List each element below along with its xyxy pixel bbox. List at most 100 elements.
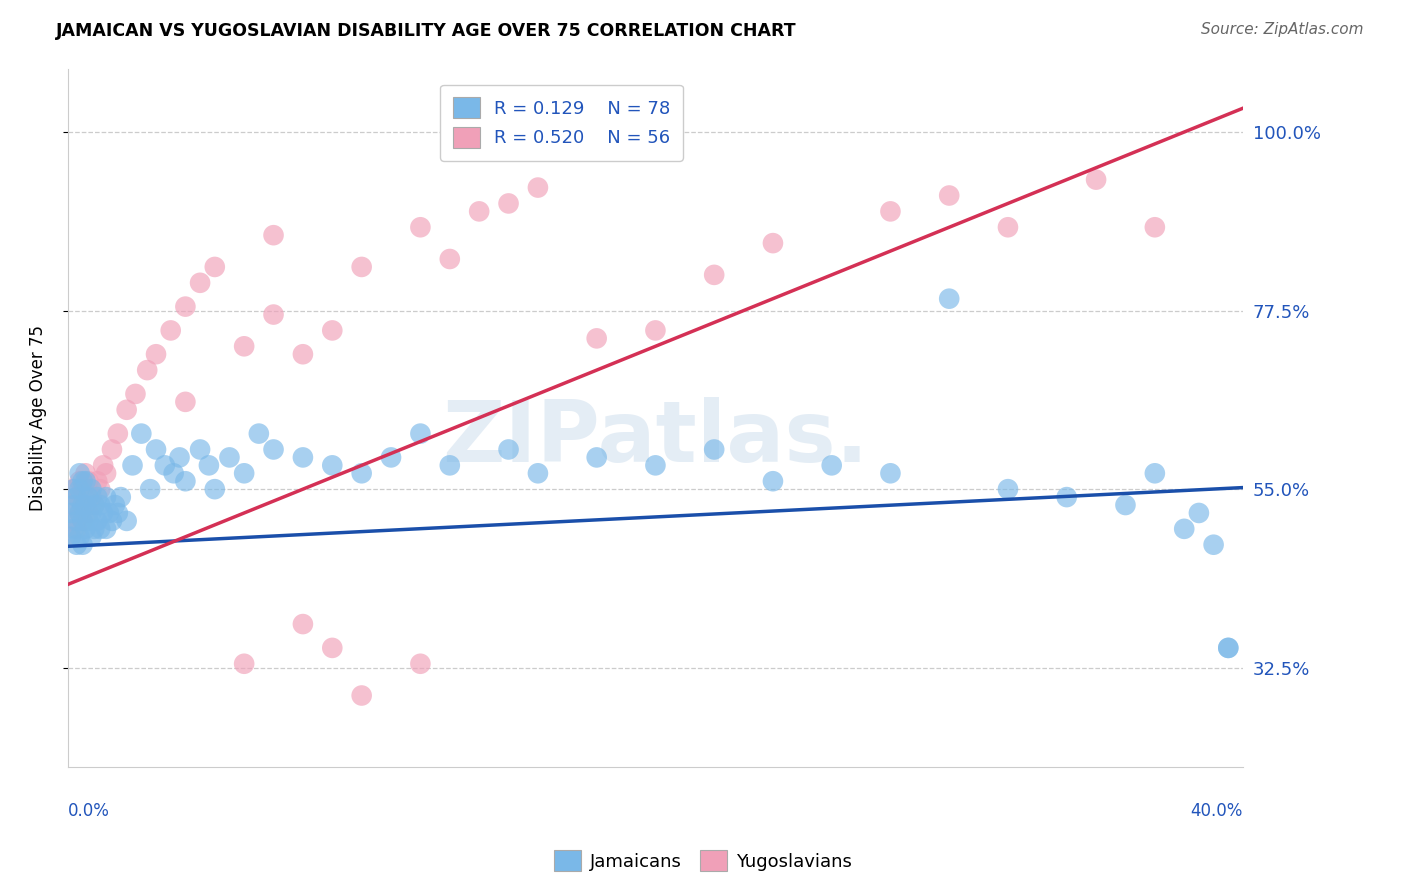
Point <box>66 490 89 504</box>
Point <box>174 300 197 314</box>
Point <box>644 323 666 337</box>
Point <box>159 323 181 337</box>
Point <box>75 522 97 536</box>
Point <box>83 498 105 512</box>
Point <box>69 467 91 481</box>
Point <box>439 458 461 473</box>
Point <box>83 522 105 536</box>
Point <box>91 458 114 473</box>
Point <box>938 292 960 306</box>
Point <box>291 450 314 465</box>
Point <box>527 467 550 481</box>
Point <box>174 474 197 488</box>
Point <box>498 442 520 457</box>
Point <box>69 482 91 496</box>
Point <box>86 490 108 504</box>
Point <box>104 498 127 512</box>
Point <box>89 522 111 536</box>
Point <box>169 450 191 465</box>
Point <box>291 617 314 632</box>
Point <box>997 482 1019 496</box>
Point <box>77 514 100 528</box>
Point <box>69 474 91 488</box>
Point <box>204 482 226 496</box>
Point <box>198 458 221 473</box>
Point <box>233 339 256 353</box>
Point <box>80 530 103 544</box>
Point <box>101 514 124 528</box>
Point <box>59 506 82 520</box>
Point <box>498 196 520 211</box>
Point <box>188 276 211 290</box>
Y-axis label: Disability Age Over 75: Disability Age Over 75 <box>30 325 46 511</box>
Point <box>89 482 111 496</box>
Point <box>86 514 108 528</box>
Point <box>62 498 84 512</box>
Point <box>80 482 103 496</box>
Point <box>380 450 402 465</box>
Point <box>439 252 461 266</box>
Point <box>66 514 89 528</box>
Text: JAMAICAN VS YUGOSLAVIAN DISABILITY AGE OVER 75 CORRELATION CHART: JAMAICAN VS YUGOSLAVIAN DISABILITY AGE O… <box>56 22 797 40</box>
Point <box>131 426 153 441</box>
Point <box>321 640 343 655</box>
Point <box>107 506 129 520</box>
Point <box>409 657 432 671</box>
Point <box>72 538 94 552</box>
Point <box>703 268 725 282</box>
Point <box>86 474 108 488</box>
Point <box>101 442 124 457</box>
Text: 40.0%: 40.0% <box>1191 802 1243 820</box>
Point <box>879 467 901 481</box>
Point <box>115 402 138 417</box>
Point <box>59 530 82 544</box>
Point <box>77 506 100 520</box>
Point <box>136 363 159 377</box>
Point <box>72 514 94 528</box>
Point <box>145 347 167 361</box>
Point <box>350 467 373 481</box>
Point <box>1056 490 1078 504</box>
Point <box>263 308 285 322</box>
Point <box>1188 506 1211 520</box>
Point <box>115 514 138 528</box>
Point <box>62 482 84 496</box>
Point <box>80 506 103 520</box>
Point <box>585 331 607 345</box>
Point <box>98 506 121 520</box>
Point <box>77 474 100 488</box>
Point <box>72 514 94 528</box>
Point <box>77 490 100 504</box>
Point <box>59 530 82 544</box>
Point <box>409 220 432 235</box>
Point <box>204 260 226 274</box>
Point <box>1173 522 1195 536</box>
Point <box>62 522 84 536</box>
Point <box>75 498 97 512</box>
Point <box>75 467 97 481</box>
Legend: Jamaicans, Yugoslavians: Jamaicans, Yugoslavians <box>547 843 859 879</box>
Point <box>69 530 91 544</box>
Point <box>762 474 785 488</box>
Legend: R = 0.129    N = 78, R = 0.520    N = 56: R = 0.129 N = 78, R = 0.520 N = 56 <box>440 85 683 161</box>
Point <box>263 442 285 457</box>
Point <box>879 204 901 219</box>
Point <box>1218 640 1240 655</box>
Point <box>321 323 343 337</box>
Point <box>83 498 105 512</box>
Point <box>59 498 82 512</box>
Point <box>233 467 256 481</box>
Point <box>1218 640 1240 655</box>
Point <box>66 490 89 504</box>
Point <box>218 450 240 465</box>
Point <box>94 490 117 504</box>
Point <box>75 498 97 512</box>
Point <box>94 467 117 481</box>
Point <box>69 506 91 520</box>
Point <box>1143 467 1166 481</box>
Point <box>153 458 176 473</box>
Point <box>233 657 256 671</box>
Point <box>75 474 97 488</box>
Point <box>263 228 285 243</box>
Point <box>1085 172 1108 186</box>
